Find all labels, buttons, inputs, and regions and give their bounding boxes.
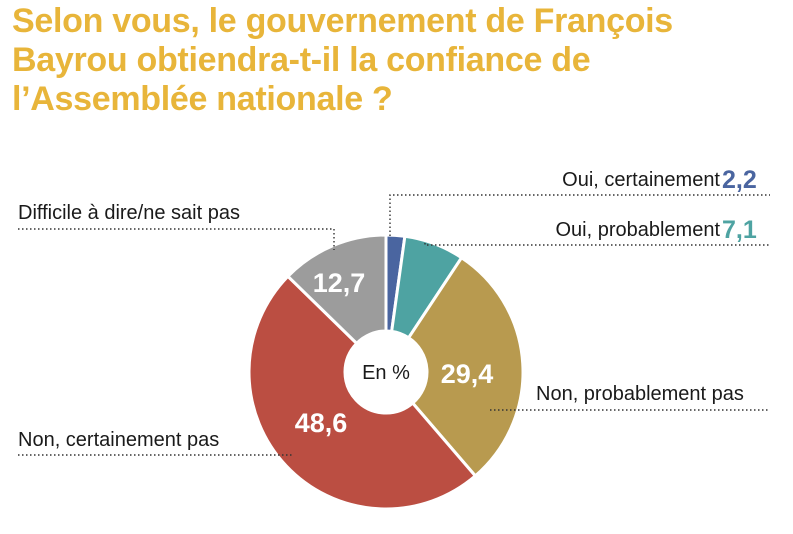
label-oui-probablement: Oui, probablement bbox=[555, 219, 720, 241]
leader-line-oui-probablement bbox=[424, 243, 770, 246]
label-difficile: Difficile à dire/ne sait pas bbox=[18, 202, 240, 224]
label-non-certainement: Non, certainement pas bbox=[18, 429, 219, 451]
slice-value-non-probablement: 29,4 bbox=[441, 359, 494, 389]
chart-title: Selon vous, le gouvernement de François … bbox=[12, 2, 772, 119]
value-label-oui-certainement: 2,2 bbox=[722, 166, 757, 194]
label-non-probablement: Non, probablement pas bbox=[536, 383, 744, 405]
chart-title-line-2: Bayrou obtiendra-t-il la confiance de bbox=[12, 41, 591, 79]
slice-value-difficile: 12,7 bbox=[313, 268, 366, 298]
leader-lines bbox=[18, 194, 770, 456]
chart-title-line-1: Selon vous, le gouvernement de François bbox=[12, 2, 673, 40]
chart-title-line-3: l’Assemblée nationale ? bbox=[12, 80, 393, 118]
label-oui-certainement: Oui, certainement bbox=[562, 169, 720, 191]
leader-line-oui-certainement bbox=[389, 194, 770, 236]
donut-hole bbox=[345, 331, 427, 413]
leader-line-difficile bbox=[18, 228, 335, 250]
center-label: En % bbox=[362, 362, 410, 384]
value-label-oui-probablement: 7,1 bbox=[722, 216, 757, 244]
slice-value-non-certainement: 48,6 bbox=[295, 408, 348, 438]
